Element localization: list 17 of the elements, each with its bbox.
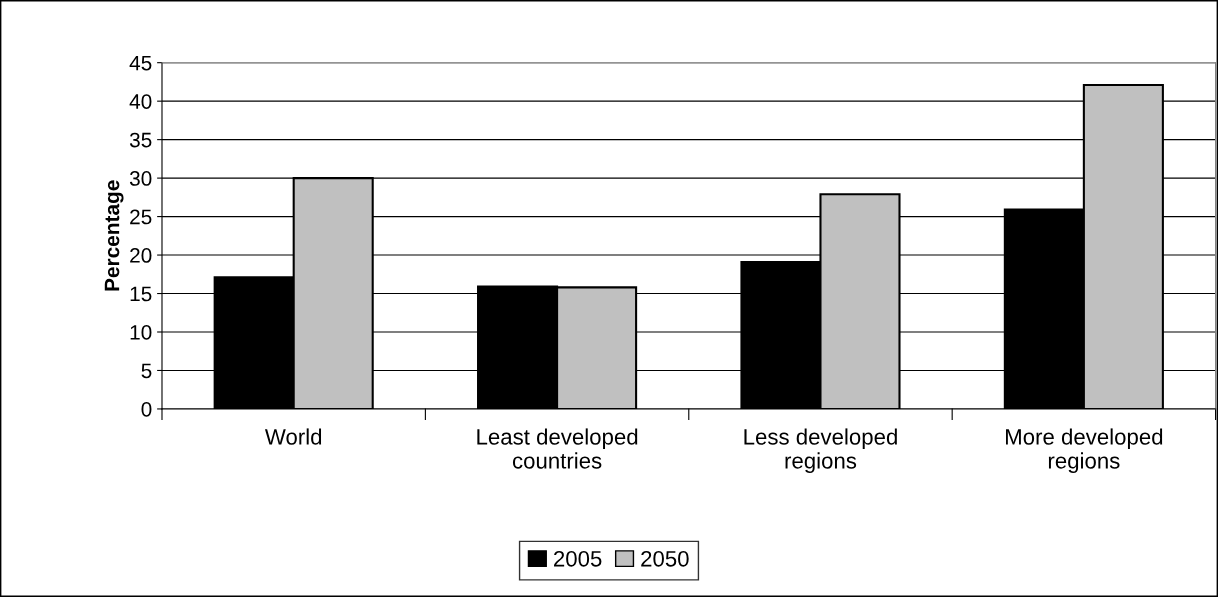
legend-label: 2005	[554, 550, 602, 567]
y-tick-label: 20	[130, 248, 152, 263]
y-tick-label: 30	[129, 171, 152, 186]
legend-label: 2050	[641, 550, 689, 567]
x-tick-label: World	[264, 428, 322, 445]
y-tick-label: 10	[130, 325, 152, 340]
y-tick-label: 35	[129, 132, 152, 148]
y-tick-label: 25	[130, 209, 152, 225]
x-tick-label: More developed regions	[1006, 428, 1163, 474]
y-axis-title: Percentage	[104, 180, 124, 291]
y-tick-label: 40	[129, 94, 152, 109]
y-tick-label: 45	[129, 55, 152, 71]
x-tick-label: Least developed countries	[477, 428, 638, 469]
y-tick-label: 0	[141, 401, 152, 417]
x-tick-label: Less developed regions	[744, 428, 897, 474]
y-tick-label: 5	[141, 363, 152, 379]
y-tick-label: 15	[130, 286, 152, 302]
